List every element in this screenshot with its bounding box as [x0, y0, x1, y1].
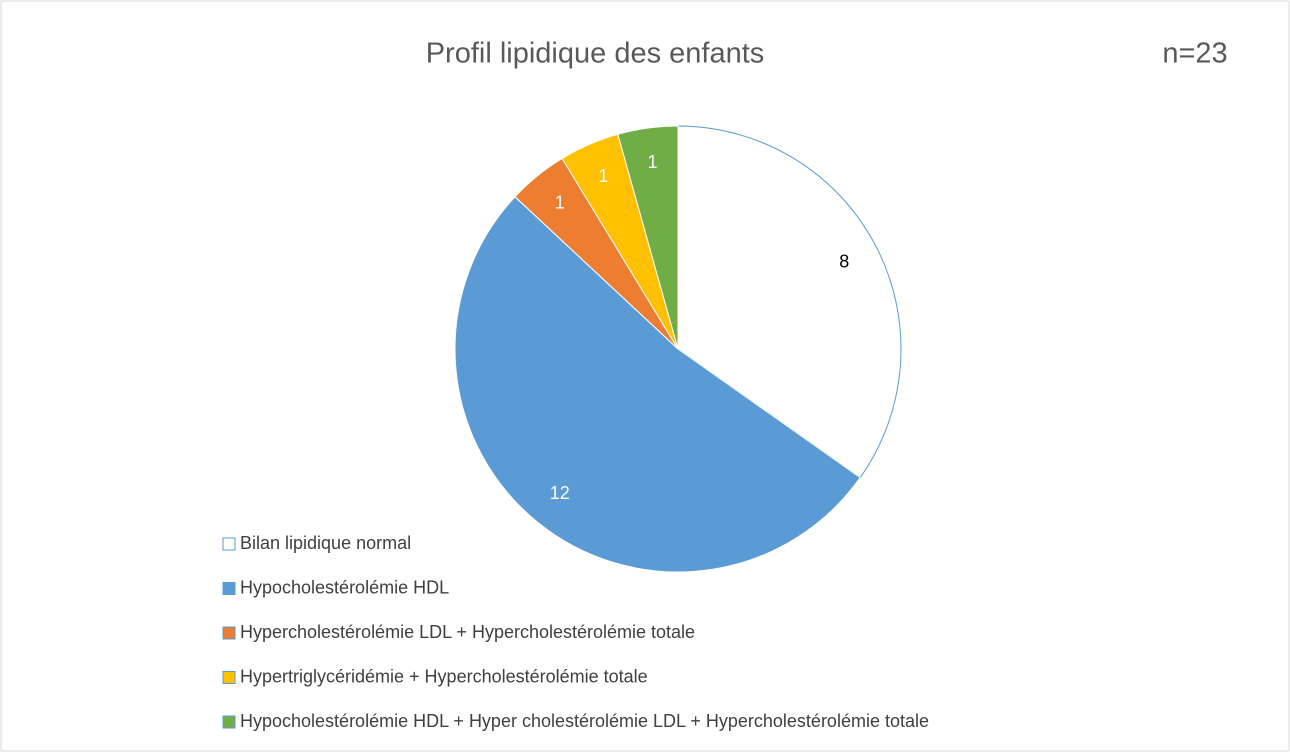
legend-label: Hypocholestérolémie HDL	[240, 577, 449, 597]
legend-swatch	[222, 582, 236, 595]
legend-label: Hypocholestérolémie HDL + Hyper cholesté…	[240, 711, 929, 731]
legend-swatch	[222, 715, 236, 729]
data-label: 8	[839, 252, 849, 272]
data-label: 1	[647, 152, 657, 172]
pie-slice	[677, 125, 902, 479]
chart-title: Profil lipidique des enfants	[426, 38, 765, 70]
pie-slice	[617, 125, 679, 350]
data-label: 1	[598, 166, 608, 186]
legend-swatch	[222, 671, 236, 684]
annotation: n=23	[1162, 38, 1227, 70]
data-label: 12	[550, 483, 570, 503]
legend-label: Hypertriglycéridémie + Hypercholestérolé…	[240, 666, 648, 686]
legend-label: Bilan lipidique normal	[240, 533, 411, 553]
legend-swatch	[222, 537, 236, 551]
data-label: 1	[555, 192, 565, 212]
legend-swatch	[222, 626, 236, 640]
pie-slice	[454, 196, 861, 573]
legend-label: Hypercholestérolémie LDL + Hypercholesté…	[240, 622, 695, 642]
